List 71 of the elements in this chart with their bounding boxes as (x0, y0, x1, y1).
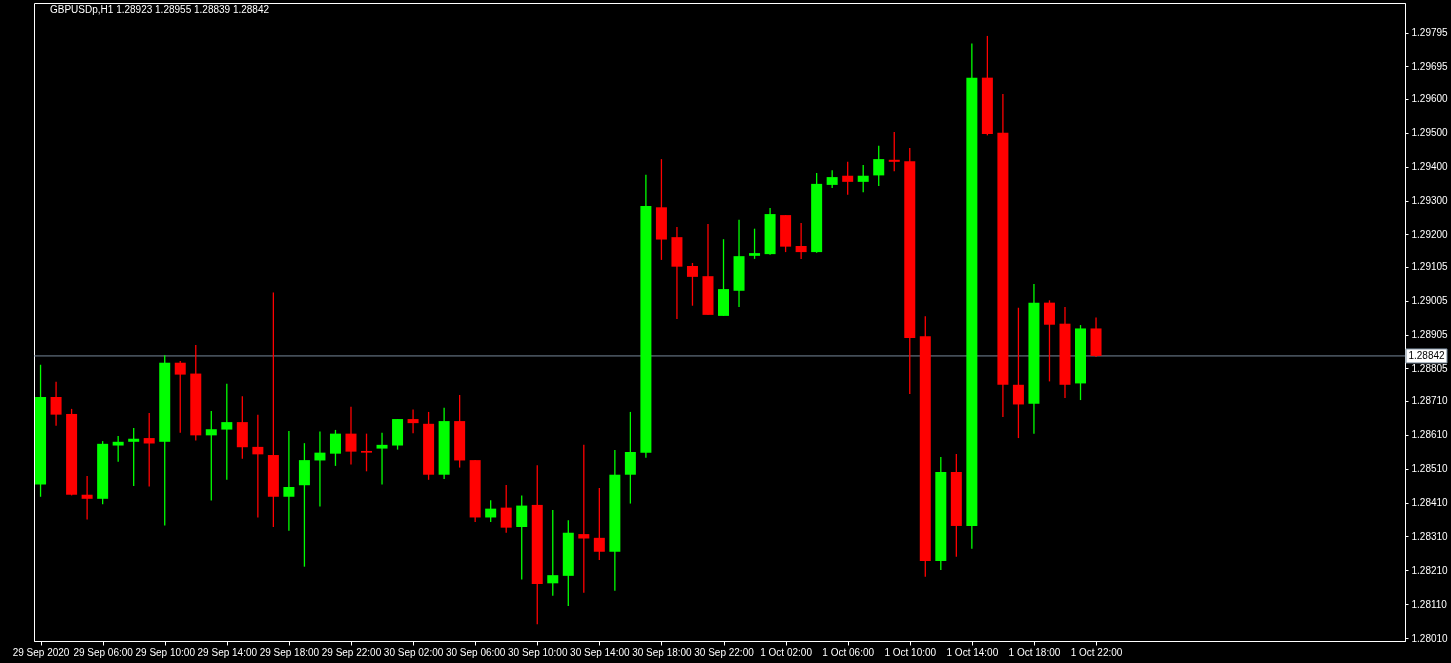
candlestick (174, 360, 186, 434)
candlestick (686, 262, 698, 307)
x-tick-label: 29 Sep 22:00 (321, 646, 382, 658)
candlestick (795, 222, 807, 260)
candlestick (221, 383, 233, 481)
x-tick-label: 29 Sep 2020 (12, 646, 70, 658)
x-tick-label: 29 Sep 14:00 (197, 646, 258, 658)
x-tick-label: 30 Sep 10:00 (508, 646, 568, 658)
x-tick-label: 1 Oct 06:00 (822, 646, 875, 658)
y-tick-label: 1.29300 (1411, 195, 1449, 207)
y-tick-label: 1.28805 (1411, 362, 1449, 374)
x-tick-label: 1 Oct 18:00 (1008, 646, 1061, 658)
y-tick-label: 1.28010 (1411, 632, 1449, 644)
candlestick (485, 499, 497, 523)
y-tick-label: 1.29695 (1411, 60, 1449, 72)
x-tick-label: 1 Oct 02:00 (760, 646, 813, 658)
candlestick (314, 430, 326, 508)
candlestick (50, 381, 62, 427)
x-tick-label: 29 Sep 10:00 (135, 646, 196, 658)
x-tick-label: 1 Oct 22:00 (1070, 646, 1123, 658)
candlestick (143, 412, 155, 488)
candlestick (624, 411, 636, 505)
y-tick-label: 1.28310 (1411, 530, 1449, 542)
x-tick-label: 30 Sep 14:00 (570, 646, 631, 658)
y-tick-label: 1.29105 (1411, 261, 1449, 273)
candlestick (283, 430, 295, 532)
x-tick-label: 30 Sep 18:00 (632, 646, 693, 658)
candlestick (516, 494, 528, 581)
x-tick-label: 30 Sep 02:00 (383, 646, 444, 658)
candlestick (842, 161, 854, 196)
candlestick (252, 414, 264, 519)
y-tick-label: 1.28110 (1411, 598, 1448, 610)
x-tick-label: 1 Oct 10:00 (884, 646, 937, 658)
y-tick-label: 1.29795 (1411, 27, 1449, 39)
candlestick (873, 145, 885, 187)
ref-line-label: 1.28842 (1408, 349, 1446, 361)
x-tick-label: 30 Sep 06:00 (445, 646, 506, 658)
candlestick (81, 475, 93, 521)
candlestick (376, 431, 388, 486)
candlestick (205, 410, 217, 502)
x-tick-label: 30 Sep 22:00 (694, 646, 755, 658)
candlestick (329, 429, 341, 467)
candlestick (578, 444, 590, 594)
candlestick (345, 406, 357, 466)
y-tick-label: 1.29600 (1411, 93, 1449, 105)
candlestick (857, 164, 869, 194)
candlestick (361, 433, 373, 472)
y-tick-label: 1.28510 (1411, 463, 1449, 475)
candlestick (888, 131, 900, 172)
candlestick (1012, 307, 1024, 439)
x-tick-label: 1 Oct 14:00 (946, 646, 999, 658)
candlestick (128, 427, 140, 487)
candlestick (749, 228, 761, 260)
candlestick (1043, 299, 1055, 383)
y-tick-label: 1.29200 (1411, 228, 1449, 240)
candlestick (593, 487, 605, 561)
y-tick-label: 1.28710 (1411, 395, 1449, 407)
candlestick (547, 509, 559, 597)
candlestick (407, 408, 419, 434)
candlestick (500, 484, 512, 534)
y-tick-label: 1.29005 (1411, 295, 1449, 307)
x-tick-label: 29 Sep 18:00 (259, 646, 320, 658)
y-tick-label: 1.29500 (1411, 127, 1449, 139)
y-tick-label: 1.28905 (1411, 329, 1449, 341)
candlestick (112, 435, 124, 463)
x-tick-label: 29 Sep 06:00 (73, 646, 134, 658)
y-tick-label: 1.28610 (1411, 429, 1449, 441)
chart-title: GBPUSDp,H1 1.28923 1.28955 1.28839 1.28842 (50, 4, 270, 15)
y-tick-label: 1.28210 (1411, 564, 1449, 576)
y-tick-label: 1.28410 (1411, 497, 1449, 509)
y-tick-label: 1.29400 (1411, 161, 1449, 173)
